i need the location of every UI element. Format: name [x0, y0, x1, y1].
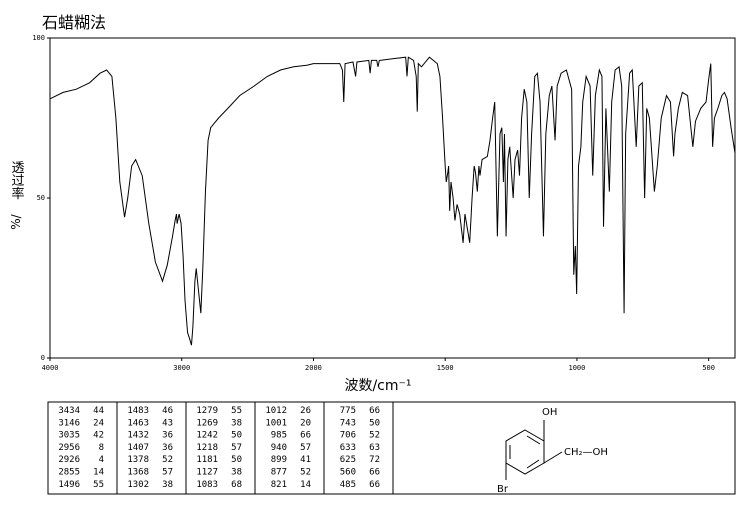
peak-wavenumber: 877	[271, 468, 287, 478]
peak-transmittance: 26	[300, 406, 311, 416]
structure-bonds	[505, 420, 563, 480]
peak-wavenumber: 706	[340, 431, 356, 441]
peak-transmittance: 38	[231, 468, 242, 478]
y-axis-unit: %/	[9, 213, 23, 229]
peak-transmittance: 20	[300, 418, 311, 428]
peak-table-frame	[47, 401, 736, 495]
peak-transmittance: 44	[93, 406, 104, 416]
peak-wavenumber: 2926	[58, 455, 80, 465]
x-tick-label: 3000	[173, 364, 190, 372]
y-axis-label: 透过率	[9, 161, 25, 200]
structure-label: Br	[497, 484, 509, 495]
peak-wavenumber: 3035	[58, 431, 80, 441]
peak-transmittance: 36	[162, 443, 173, 453]
peak-wavenumber: 560	[340, 468, 356, 478]
peak-transmittance: 43	[162, 418, 173, 428]
peak-transmittance: 42	[93, 431, 104, 441]
peak-transmittance: 63	[369, 443, 380, 453]
peak-transmittance: 14	[300, 480, 311, 490]
peak-transmittance: 50	[369, 418, 380, 428]
peak-wavenumber: 485	[340, 480, 356, 490]
plot-frame	[49, 37, 736, 359]
peak-wavenumber: 1242	[196, 431, 218, 441]
peak-wavenumber: 625	[340, 455, 356, 465]
peak-transmittance: 36	[162, 431, 173, 441]
x-axis-label: 波数/cm⁻¹	[344, 378, 411, 394]
peak-transmittance: 66	[369, 480, 380, 490]
peak-transmittance: 50	[231, 455, 242, 465]
peak-transmittance: 66	[369, 406, 380, 416]
peak-wavenumber: 1001	[265, 418, 287, 428]
peak-transmittance: 52	[162, 455, 173, 465]
peak-wavenumber: 1083	[196, 480, 218, 490]
peak-transmittance: 41	[300, 455, 311, 465]
peak-wavenumber: 1496	[58, 480, 80, 490]
peak-transmittance: 57	[231, 443, 242, 453]
peak-transmittance: 66	[369, 468, 380, 478]
structure-label: CH₂—OH	[564, 447, 608, 458]
x-tick-label: 500	[702, 364, 715, 372]
peak-wavenumber: 1378	[127, 455, 149, 465]
structure-label: OH	[542, 407, 557, 418]
peak-wavenumber: 1279	[196, 406, 218, 416]
x-tick-label: 1500	[437, 364, 454, 372]
peak-transmittance: 55	[231, 406, 242, 416]
peak-transmittance: 57	[300, 443, 311, 453]
peak-transmittance: 50	[231, 431, 242, 441]
peak-transmittance: 46	[162, 406, 173, 416]
peak-wavenumber: 1463	[127, 418, 149, 428]
peak-transmittance: 24	[93, 418, 104, 428]
peak-wavenumber: 743	[340, 418, 356, 428]
peak-wavenumber: 940	[271, 443, 287, 453]
x-tick-label: 4000	[42, 364, 59, 372]
peak-transmittance: 4	[99, 455, 104, 465]
peak-transmittance: 72	[369, 455, 380, 465]
peak-transmittance: 14	[93, 468, 104, 478]
peak-transmittance: 38	[231, 418, 242, 428]
peak-transmittance: 52	[369, 431, 380, 441]
peak-wavenumber: 1181	[196, 455, 218, 465]
y-tick-label: 50	[37, 194, 45, 202]
peak-wavenumber: 1012	[265, 406, 287, 416]
peak-wavenumber: 899	[271, 455, 287, 465]
peak-wavenumber: 1269	[196, 418, 218, 428]
peak-transmittance: 66	[300, 431, 311, 441]
x-tick-label: 1000	[568, 364, 585, 372]
peak-wavenumber: 3434	[58, 406, 80, 416]
peak-transmittance: 52	[300, 468, 311, 478]
peak-transmittance: 55	[93, 480, 104, 490]
peak-wavenumber: 1407	[127, 443, 149, 453]
peak-wavenumber: 1302	[127, 480, 149, 490]
y-tick-label: 100	[32, 34, 45, 42]
peak-wavenumber: 1432	[127, 431, 149, 441]
peak-wavenumber: 985	[271, 431, 287, 441]
peak-wavenumber: 633	[340, 443, 356, 453]
peak-wavenumber: 1127	[196, 468, 218, 478]
peak-wavenumber: 1368	[127, 468, 149, 478]
peak-wavenumber: 2956	[58, 443, 80, 453]
peak-transmittance: 8	[99, 443, 104, 453]
peak-transmittance: 38	[162, 480, 173, 490]
peak-transmittance: 57	[162, 468, 173, 478]
peak-wavenumber: 775	[340, 406, 356, 416]
chart-title: 石蜡糊法	[42, 13, 106, 32]
peak-wavenumber: 2855	[58, 468, 80, 478]
x-tick-label: 2000	[305, 364, 322, 372]
peak-wavenumber: 821	[271, 480, 287, 490]
peak-wavenumber: 3146	[58, 418, 80, 428]
peak-transmittance: 68	[231, 480, 242, 490]
peak-wavenumber: 1483	[127, 406, 149, 416]
y-tick-label: 0	[41, 354, 45, 362]
peak-wavenumber: 1218	[196, 443, 218, 453]
spectrum-line	[49, 56, 736, 346]
